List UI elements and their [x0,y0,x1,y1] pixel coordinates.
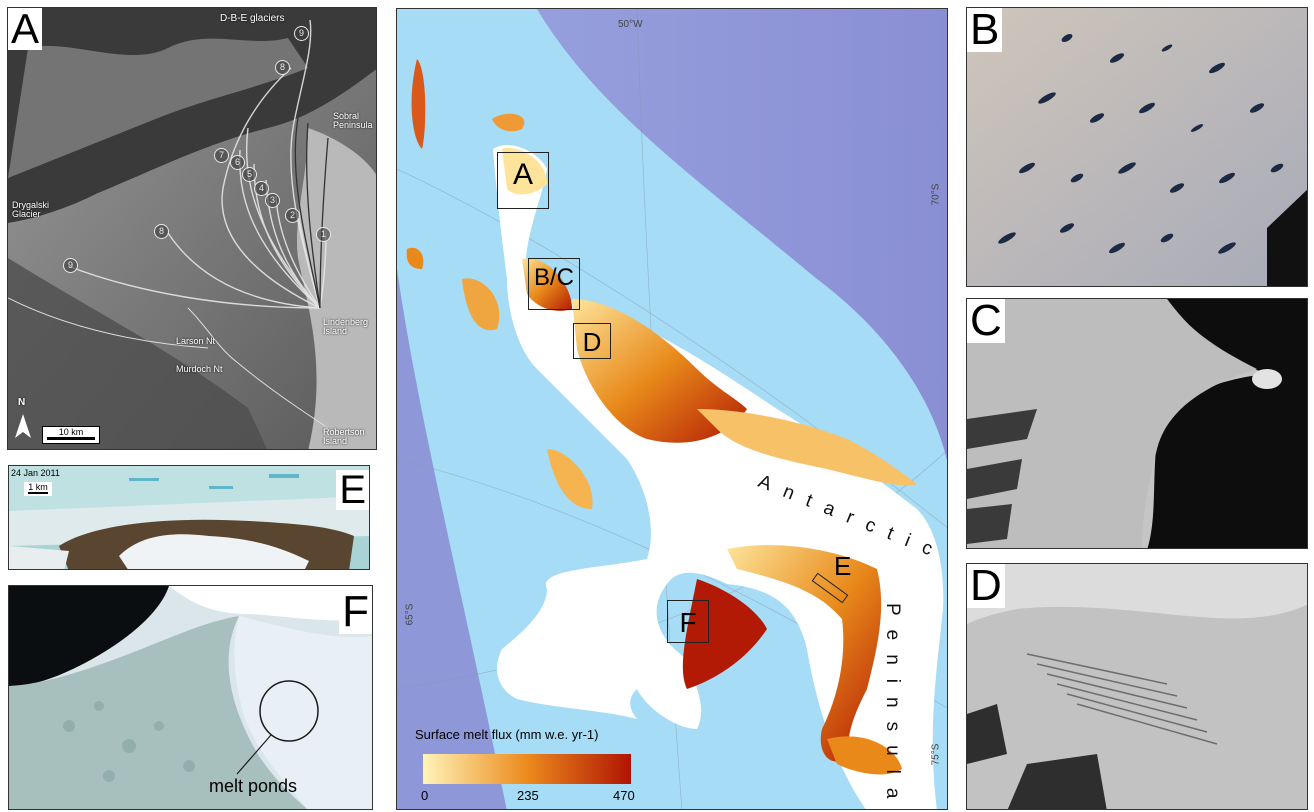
panel-a-letter: A [8,8,42,50]
inset-box-f: F [667,600,709,643]
scale-bar-e-bar [28,492,48,494]
inset-box-bc: B/C [528,258,580,310]
panel-c: C [966,298,1308,549]
inset-box-e-label: E [834,551,851,582]
graticule-lat-75s: 75°S [930,744,941,766]
panel-a: A D-B-E glaciers Sobral Peninsula Drygal… [7,7,377,450]
legend-colorbar [423,754,631,784]
label-robertson-island: Robertson Island [323,428,375,447]
panel-d-letter: D [967,564,1005,608]
peninsula-word-peninsula: Peninsula [881,603,903,810]
label-larson-nt: Larson Nt [176,337,215,346]
marker-5: 5 [242,167,257,182]
panel-b-letter: B [967,8,1002,52]
marker-9-left: 9 [63,258,78,273]
inset-box-bc-label: B/C [529,264,579,292]
marker-7: 7 [214,148,229,163]
scale-bar-e-label: 1 km [24,482,52,492]
marker-8-top: 8 [275,60,290,75]
marker-6: 6 [230,155,245,170]
panel-f-satellite-image [9,586,373,810]
panel-e-letter: E [336,470,369,510]
panel-c-satellite-image [967,299,1308,549]
inset-box-d-label: D [574,327,610,358]
panel-d-satellite-image [967,564,1308,810]
inset-box-d: D [573,323,611,359]
label-lindenberg-island: Lindenberg Island [323,318,375,337]
panel-c-letter: C [967,299,1005,343]
label-murdoch-nt: Murdoch Nt [176,365,223,374]
label-sobral-peninsula: Sobral Peninsula [333,112,377,131]
melt-ponds-label: melt ponds [209,776,297,797]
legend-min: 0 [421,788,428,803]
marker-2: 2 [285,208,300,223]
inset-box-a: A [497,152,549,209]
north-label: N [18,398,25,409]
scale-bar-a: 10 km [42,426,100,444]
legend: Surface melt flux (mm w.e. yr-1) 0 235 4… [415,727,677,807]
inset-box-f-label: F [668,607,708,639]
panel-f: F melt ponds [8,585,373,810]
main-map: 50°W 70°S 65°S 75°S A B/C D F E Antarcti… [396,8,948,810]
panel-e-satellite-image [9,466,370,570]
marker-3: 3 [265,193,280,208]
main-map-canvas [397,9,948,810]
label-dbe-glaciers: D-B-E glaciers [220,14,284,25]
legend-mid: 235 [517,788,539,803]
inset-box-a-label: A [498,158,548,192]
panel-e: E 24 Jan 2011 1 km [8,465,370,570]
marker-8-left: 8 [154,224,169,239]
graticule-lon-50w: 50°W [618,19,643,30]
label-drygalski-glacier: Drygalski Glacier [12,201,60,220]
graticule-lat-65s: 65°S [404,604,415,626]
panel-f-letter: F [339,590,372,634]
scale-bar-e: 1 km [24,482,52,496]
marker-1: 1 [316,227,331,242]
scale-bar-a-bar [47,437,95,440]
marker-9-top: 9 [294,26,309,41]
graticule-lat-70s: 70°S [930,184,941,206]
scale-bar-a-label: 10 km [43,427,99,437]
panel-b: B [966,7,1308,287]
panel-e-date: 24 Jan 2011 [11,468,60,478]
panel-d: D [966,563,1308,810]
panel-b-satellite-image [967,8,1308,287]
legend-title: Surface melt flux (mm w.e. yr-1) [415,727,598,742]
legend-max: 470 [613,788,635,803]
